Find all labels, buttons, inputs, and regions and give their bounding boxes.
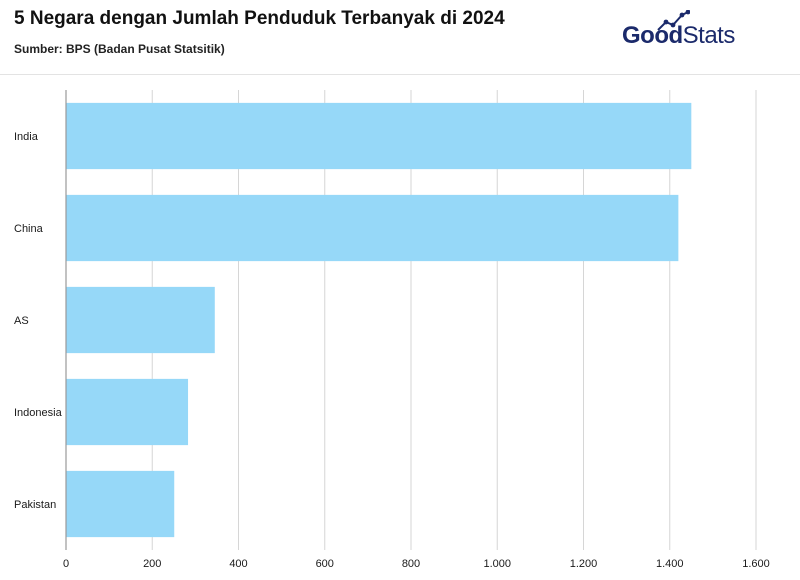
x-tick-label: 1.200 [570, 558, 598, 570]
category-label: AS [14, 315, 29, 327]
category-label: Pakistan [14, 499, 56, 511]
x-tick-label: 600 [316, 558, 334, 570]
x-tick-label: 1.400 [656, 558, 684, 570]
bar [66, 194, 679, 262]
x-tick-label: 800 [402, 558, 420, 570]
x-tick-label: 0 [63, 558, 69, 570]
trend-line-icon [657, 10, 690, 31]
bar [66, 286, 215, 354]
category-label: China [14, 223, 44, 235]
chart-title: 5 Negara dengan Jumlah Penduduk Terbanya… [14, 8, 505, 29]
x-tick-label: 200 [143, 558, 161, 570]
bar [66, 102, 692, 170]
logo-word-stats: Stats [682, 22, 736, 49]
category-label: Indonesia [14, 407, 63, 419]
bar [66, 378, 189, 446]
bar [66, 470, 175, 538]
x-tick-label: 1.000 [483, 558, 511, 570]
goodstats-logo: GoodStats [622, 10, 772, 50]
chart-subtitle: Sumber: BPS (Badan Pusat Statsitik) [14, 42, 225, 56]
x-tick-label: 400 [229, 558, 247, 570]
category-label: India [14, 131, 39, 143]
x-tick-label: 1.600 [742, 558, 770, 570]
header-divider [0, 74, 800, 75]
